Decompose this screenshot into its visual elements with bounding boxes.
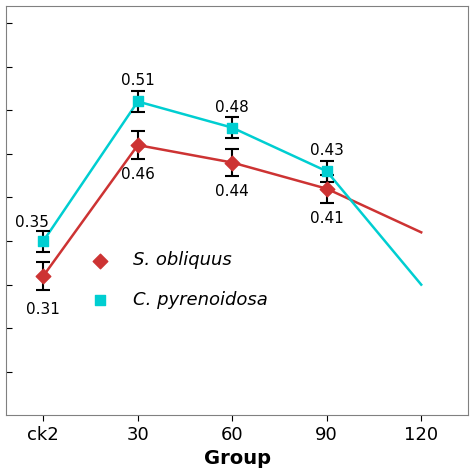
Text: 0.43: 0.43 (310, 143, 344, 158)
C. pyrenoidosa (323, 167, 330, 175)
Text: 0.41: 0.41 (310, 210, 344, 226)
Text: 0.48: 0.48 (215, 100, 249, 115)
Legend: S. obliquus, C. pyrenoidosa: S. obliquus, C. pyrenoidosa (70, 244, 275, 316)
S. obliquus (228, 159, 236, 166)
Text: 0.44: 0.44 (215, 184, 249, 200)
S. obliquus (323, 185, 330, 192)
X-axis label: Group: Group (203, 449, 271, 468)
C. pyrenoidosa (228, 124, 236, 131)
C. pyrenoidosa (134, 98, 142, 105)
Text: 0.31: 0.31 (27, 302, 60, 317)
Text: 0.51: 0.51 (121, 73, 155, 89)
C. pyrenoidosa (39, 237, 47, 245)
Text: 0.46: 0.46 (121, 167, 155, 182)
S. obliquus (39, 272, 47, 280)
Text: 0.35: 0.35 (15, 215, 49, 230)
S. obliquus (134, 141, 142, 149)
